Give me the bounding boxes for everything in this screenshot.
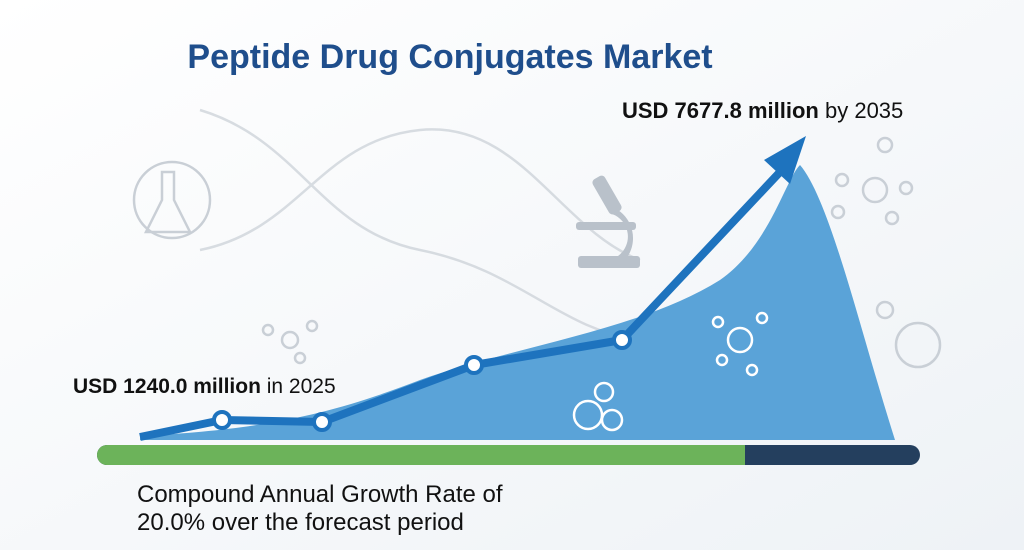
trend-line <box>139 169 783 441</box>
start-year: in 2025 <box>267 375 336 398</box>
start-amount: USD 1240.0 million <box>73 375 261 398</box>
start-label: USD 1240.0 million in 2025 <box>73 375 336 398</box>
cagr-line-1: Compound Annual Growth Rate of <box>137 481 503 508</box>
progress-fill <box>97 445 745 465</box>
end-label: USD 7677.8 million by 2035 <box>622 98 903 123</box>
molecule-icon <box>261 136 942 369</box>
area-icons <box>572 311 769 432</box>
dna-decoration <box>199 108 641 342</box>
microscope-icon <box>576 175 640 268</box>
cagr-line-2: 20.0% over the forecast period <box>137 509 464 536</box>
trend-points <box>212 330 632 432</box>
end-year: by 2035 <box>825 98 903 123</box>
trend-arrow <box>764 136 806 184</box>
title: Peptide Drug Conjugates Market <box>187 38 712 76</box>
growth-area <box>140 165 895 440</box>
end-amount: USD 7677.8 million <box>622 98 819 123</box>
flask-icon <box>132 160 212 240</box>
